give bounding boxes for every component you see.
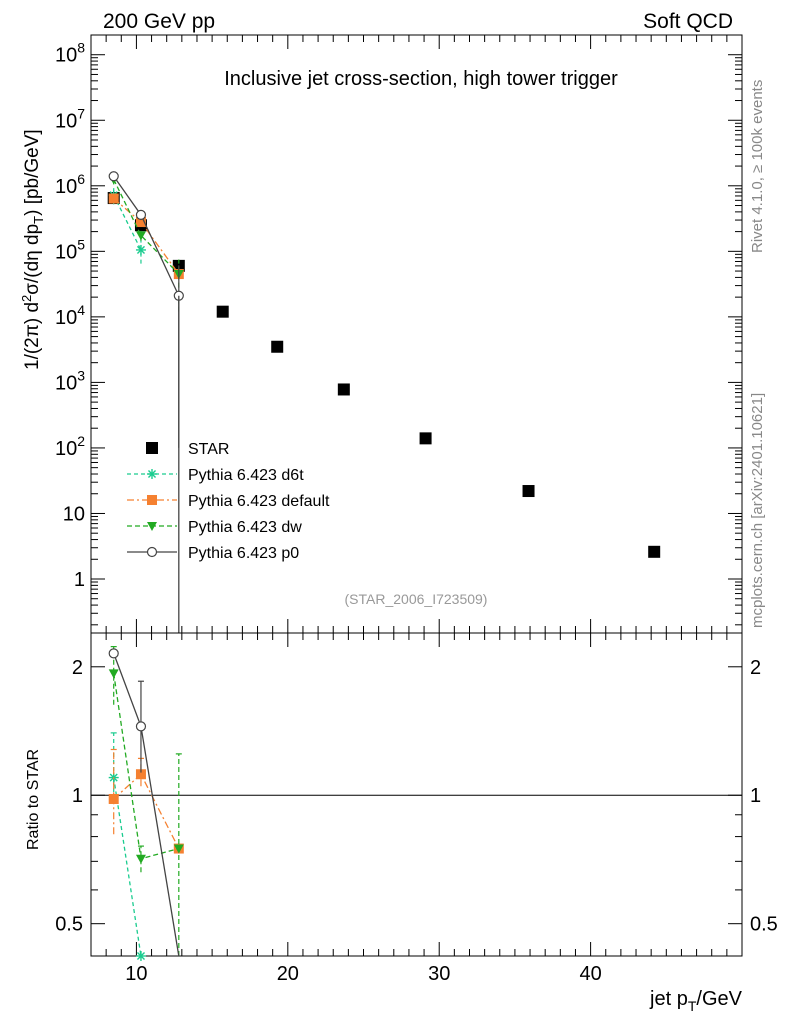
legend-item: Pythia 6.423 d6t (127, 467, 304, 484)
data-point (337, 383, 350, 396)
ratio-point (108, 793, 119, 804)
ratio-ylabel: Ratio to STAR (25, 749, 42, 850)
ratio-point (173, 844, 184, 854)
series-line (113, 179, 180, 275)
series-line (113, 194, 142, 251)
ratio-point (135, 721, 147, 732)
ratio-plot-panel: 10 20 30 40 0.5 0.5 1 1 2 2 Ratio to STAR jet pT/… (25, 632, 778, 1014)
energy-label: 200 GeV pp (103, 10, 215, 33)
legend-marker (146, 546, 158, 558)
data-point (108, 193, 119, 204)
legend-marker (146, 442, 158, 454)
x-tick-label: 30 (428, 963, 450, 985)
y-tick-label: 10 (63, 503, 85, 525)
rivet-label: Rivet 4.1.0, ≥ 100k events (749, 80, 766, 253)
ratio-series-pythia-6-423-p0 (108, 648, 180, 957)
ratio-point (108, 648, 119, 659)
main-ylabel: 1/(2π) d2σ/(dη dpT) [pb/GeV] (19, 129, 46, 370)
data-point (419, 432, 432, 445)
legend-item: Pythia 6.423 dw (127, 519, 302, 536)
legend-label: STAR (188, 441, 229, 458)
legend-label: Pythia 6.423 p0 (188, 545, 299, 562)
legend-item: Pythia 6.423 default (127, 493, 330, 510)
ratio-point (135, 769, 146, 780)
data-point (216, 305, 229, 318)
x-tick-label: 10 (125, 963, 147, 985)
legend-marker (147, 522, 157, 531)
data-point (135, 231, 146, 241)
legend-label: Pythia 6.423 d6t (188, 467, 304, 484)
data-point (135, 244, 146, 255)
legend-marker (147, 495, 157, 505)
legend-item: Pythia 6.423 p0 (127, 545, 299, 562)
ratio-frame (90, 632, 743, 957)
data-point (271, 340, 284, 353)
analysis-id: (STAR_2006_I723509) (345, 591, 488, 607)
y-tick-label: 104 (55, 302, 85, 329)
ratio-y-tick-label-right: 1 (750, 785, 761, 807)
mcplots-label: mcplots.cern.ch [arXiv:2401.10621] (749, 393, 766, 628)
data-point (135, 217, 146, 228)
legend-label: Pythia 6.423 dw (188, 519, 302, 536)
legend-label: Pythia 6.423 default (188, 493, 330, 510)
ratio-y-tick-label-right: 2 (750, 657, 761, 679)
ratio-point (135, 951, 146, 961)
legend-marker (147, 469, 157, 479)
x-tick-label: 40 (579, 963, 601, 985)
data-point (108, 171, 119, 182)
ratio-y-tick-label: 0.5 (55, 914, 83, 936)
data-point (648, 545, 661, 558)
main-title: Inclusive jet cross-section, high tower … (224, 68, 618, 90)
legend-item: STAR (146, 441, 229, 458)
ratio-y-tick-label: 2 (72, 657, 83, 679)
ratio-y-tick-label: 1 (72, 785, 83, 807)
process-label: Soft QCD (643, 10, 733, 33)
data-point (135, 209, 147, 220)
ratio-point (108, 669, 119, 679)
y-tick-label: 1 (74, 569, 85, 591)
ratio-y-tick-label-right: 0.5 (750, 914, 778, 936)
x-tick-label: 20 (277, 963, 299, 985)
legend: STAR Pythia 6.423 d6t Pythia 6.423 default… (127, 441, 330, 562)
ratio-line (113, 777, 142, 957)
data-point (522, 485, 535, 498)
x-axis-label: jet pT/GeV (649, 988, 743, 1014)
ratio-point (135, 854, 146, 864)
